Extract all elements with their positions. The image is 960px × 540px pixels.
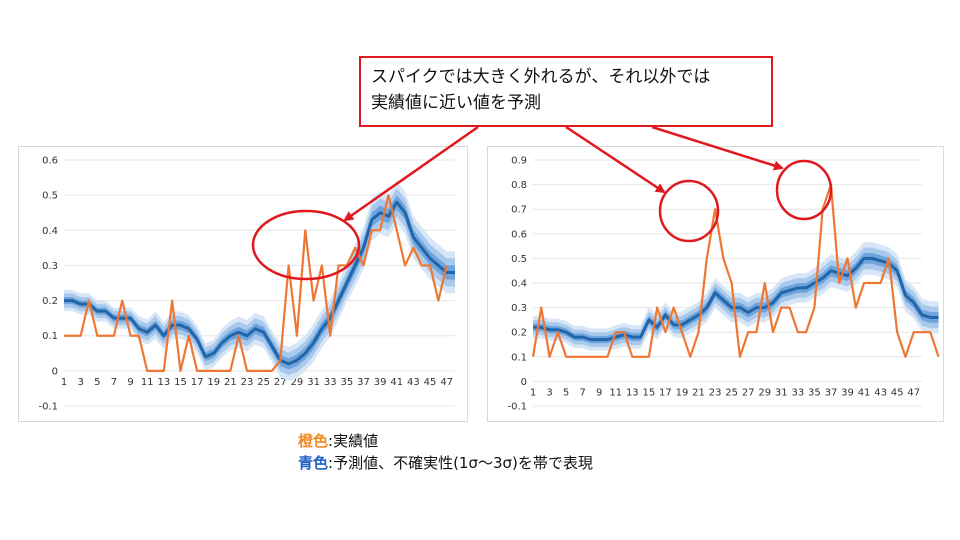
chart-right: -0.1 0 0.1 0.2 0.3 0.4 0.5 0.6 0.7 0.8 0.9 1 3 5 7 9 11 1… [487, 146, 944, 422]
y-tick-label: 0.8 [511, 180, 527, 191]
y-tick-label: 0.3 [511, 303, 527, 314]
x-tick-label: 35 [808, 387, 821, 398]
x-tick-label: 13 [157, 377, 170, 388]
x-tick-label: 47 [440, 377, 453, 388]
y-tick-label: 0.9 [511, 156, 527, 167]
x-tick-label: 39 [374, 377, 387, 388]
x-tick-label: 31 [307, 377, 320, 388]
legend-row-actual: 橙色:実績値 [298, 430, 593, 452]
x-tick-label: 41 [390, 377, 403, 388]
x-tick-label: 23 [241, 377, 254, 388]
x-tick-label: 29 [291, 377, 304, 388]
x-tick-label: 9 [127, 377, 133, 388]
y-tick-label: 0.3 [42, 261, 58, 272]
x-tick-label: 25 [257, 377, 270, 388]
x-tick-label: 7 [579, 387, 585, 398]
x-tick-label: 33 [791, 387, 804, 398]
x-tick-label: 29 [758, 387, 771, 398]
uncertainty-band-2sigma [64, 188, 455, 376]
y-tick-label: 0.1 [42, 331, 58, 342]
x-tick-label: 13 [626, 387, 639, 398]
x-tick-label: 17 [191, 377, 204, 388]
x-tick-label: 41 [858, 387, 871, 398]
y-tick-label: 0 [521, 377, 527, 388]
x-tick-label: 15 [643, 387, 656, 398]
callout-box: スパイクでは大きく外れるが、それ以外では 実績値に近い値を予測 [359, 56, 773, 127]
legend-text-forecast: :予測値、不確実性(1σ〜3σ)を帯で表現 [328, 454, 593, 472]
x-tick-label: 27 [274, 377, 287, 388]
x-tick-label: 1 [530, 387, 536, 398]
x-tick-label: 1 [61, 377, 67, 388]
x-tick-label: 21 [692, 387, 705, 398]
x-tick-label: 21 [224, 377, 237, 388]
y-tick-label: 0.6 [42, 156, 58, 167]
y-tick-label: 0.5 [42, 191, 58, 202]
y-tick-label: 0 [52, 366, 58, 377]
x-tick-label: 9 [596, 387, 602, 398]
x-tick-label: 19 [207, 377, 220, 388]
x-tick-label: 23 [709, 387, 722, 398]
y-tick-label: 0.2 [42, 296, 58, 307]
x-tick-label: 27 [742, 387, 755, 398]
x-tick-label: 37 [357, 377, 370, 388]
callout-line-1: スパイクでは大きく外れるが、それ以外では [371, 67, 711, 87]
legend: 橙色:実績値 青色:予測値、不確実性(1σ〜3σ)を帯で表現 [298, 430, 593, 474]
x-tick-label: 3 [546, 387, 552, 398]
x-tick-label: 5 [94, 377, 100, 388]
actual-line [531, 183, 940, 358]
legend-key-forecast: 青色 [298, 454, 329, 472]
x-tick-label: 45 [891, 387, 904, 398]
uncertainty-band-1sigma [533, 252, 939, 344]
y-tick-label: 0.4 [42, 226, 58, 237]
y-tick-label: -0.1 [38, 402, 58, 413]
chart-left: -0.1 0 0.1 0.2 0.3 0.4 0.5 0.6 1 3 5 7 9 11 13 15 17 19 21… [18, 146, 468, 422]
x-tick-label: 39 [841, 387, 854, 398]
y-tick-label: 0.6 [511, 229, 527, 240]
x-tick-label: 7 [111, 377, 117, 388]
x-tick-label: 11 [609, 387, 622, 398]
forecast-line [533, 256, 939, 342]
x-tick-label: 37 [825, 387, 838, 398]
x-tick-label: 15 [174, 377, 187, 388]
y-tick-label: 0.4 [511, 279, 527, 290]
x-tick-label: 35 [340, 377, 353, 388]
x-tick-label: 47 [907, 387, 920, 398]
y-tick-label: 0.5 [511, 254, 527, 265]
y-tick-label: 0.2 [511, 328, 527, 339]
x-tick-label: 11 [141, 377, 154, 388]
y-tick-label: -0.1 [507, 402, 527, 413]
x-tick-label: 33 [324, 377, 337, 388]
x-tick-label: 43 [874, 387, 887, 398]
x-tick-label: 17 [659, 387, 672, 398]
y-tick-label: 0.7 [511, 205, 527, 216]
legend-text-actual: :実績値 [328, 432, 379, 450]
x-tick-label: 43 [407, 377, 420, 388]
uncertainty-band-1sigma [64, 195, 455, 370]
chart-left-plot: -0.100.10.20.30.40.50.61 3 5 7 9 11 13 15 17 19 21… [38, 156, 455, 413]
x-tick-label: 25 [725, 387, 738, 398]
x-tick-label: 45 [424, 377, 437, 388]
callout-line-2: 実績値に近い値を予測 [371, 93, 541, 113]
x-tick-label: 31 [775, 387, 788, 398]
legend-key-actual: 橙色 [298, 432, 329, 450]
x-tick-label: 3 [77, 377, 83, 388]
legend-row-forecast: 青色:予測値、不確実性(1σ〜3σ)を帯で表現 [298, 452, 593, 474]
x-tick-label: 19 [676, 387, 689, 398]
x-tick-label: 5 [563, 387, 569, 398]
chart-right-plot: -0.100.10.20.30.40.50.60.70.80.91 3 5 7 9 11 1… [507, 156, 940, 413]
y-tick-label: 0.1 [511, 352, 527, 363]
